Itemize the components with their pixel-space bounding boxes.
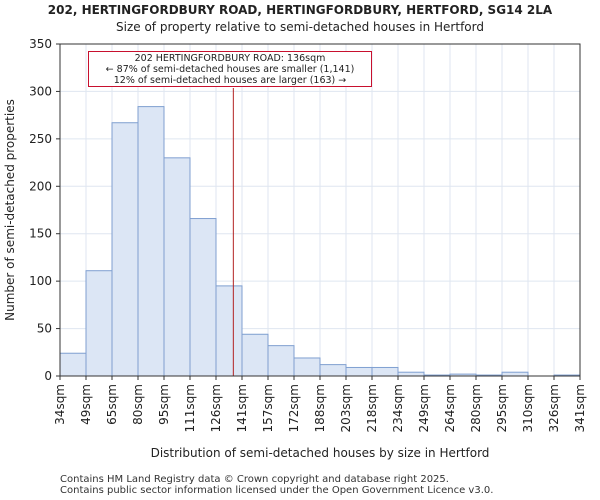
histogram-bar (319, 364, 347, 377)
x-tick-label: 203sqm (339, 384, 353, 432)
x-tick-label: 249sqm (417, 384, 431, 432)
x-tick-label: 188sqm (313, 384, 327, 432)
histogram-bar (371, 366, 399, 377)
x-tick-labels: 34sqm 49sqm 65sqm 80sqm 95sqm 111sqm 126sqm 141… (53, 384, 587, 432)
footer-line-2: Contains public sector information licen… (60, 485, 494, 496)
annotation-box: 202 HERTINGFORDBURY ROAD: 136sqm ← 87% o… (88, 51, 372, 87)
y-tick-label: 250 (29, 132, 52, 146)
y-tick-label: 100 (29, 274, 52, 288)
histogram-bar (345, 366, 373, 377)
y-tick-label: 50 (37, 322, 52, 336)
histogram-bar (501, 371, 529, 377)
x-tick-label: 295sqm (495, 384, 509, 432)
x-tick-label: 280sqm (469, 384, 483, 432)
histogram-bar (85, 270, 113, 377)
x-tick-label: 264sqm (443, 384, 457, 432)
y-tick-label: 0 (44, 369, 52, 383)
x-tick-label: 34sqm (53, 384, 67, 425)
x-tick-label: 172sqm (287, 384, 301, 432)
x-tick-label: 326sqm (547, 384, 561, 432)
histogram-bar (397, 371, 425, 377)
histogram-bar (215, 285, 243, 377)
annotation-line-1: 202 HERTINGFORDBURY ROAD: 136sqm (134, 53, 326, 64)
x-tick-label: 310sqm (521, 384, 535, 432)
x-tick-label: 218sqm (365, 384, 379, 432)
histogram-bar (293, 357, 321, 377)
x-tick-label: 65sqm (105, 384, 119, 425)
y-tick-label: 200 (29, 179, 52, 193)
x-axis-label: Distribution of semi-detached houses by … (151, 446, 490, 460)
x-tick-label: 80sqm (131, 384, 145, 425)
y-tick-labels: 0 50 100 150 200 250 300 350 (29, 37, 52, 383)
y-tick-label: 300 (29, 84, 52, 98)
y-tick-label: 350 (29, 37, 52, 51)
x-tick-label: 341sqm (573, 384, 587, 432)
y-tick-label: 150 (29, 227, 52, 241)
annotation-line-2: ← 87% of semi-detached houses are smalle… (105, 64, 355, 75)
histogram-bar (267, 345, 295, 377)
x-tick-label: 234sqm (391, 384, 405, 432)
annotation-line-3: 12% of semi-detached houses are larger (… (113, 75, 347, 86)
axes (56, 43, 581, 380)
x-tick-label: 95sqm (157, 384, 171, 425)
y-axis-label: Number of semi-detached properties (3, 99, 17, 321)
x-tick-label: 111sqm (183, 384, 197, 432)
bars (59, 106, 581, 377)
histogram-bar (189, 218, 217, 377)
x-tick-label: 157sqm (261, 384, 275, 432)
histogram-bar (111, 122, 139, 377)
chart-title: 202, HERTINGFORDBURY ROAD, HERTINGFORDBU… (47, 3, 553, 17)
histogram-bar (241, 333, 269, 377)
x-tick-label: 141sqm (235, 384, 249, 432)
histogram-bar (59, 352, 87, 377)
histogram-bar (137, 106, 165, 377)
histogram-bar (163, 157, 191, 377)
chart-subtitle: Size of property relative to semi-detach… (116, 20, 484, 34)
footer-line-1: Contains HM Land Registry data © Crown c… (60, 474, 449, 485)
histogram-chart: 0 50 100 150 200 250 300 350 34sqm 49sqm 65sqm 80s… (3, 37, 587, 460)
x-tick-label: 49sqm (79, 384, 93, 425)
x-tick-label: 126sqm (209, 384, 223, 432)
